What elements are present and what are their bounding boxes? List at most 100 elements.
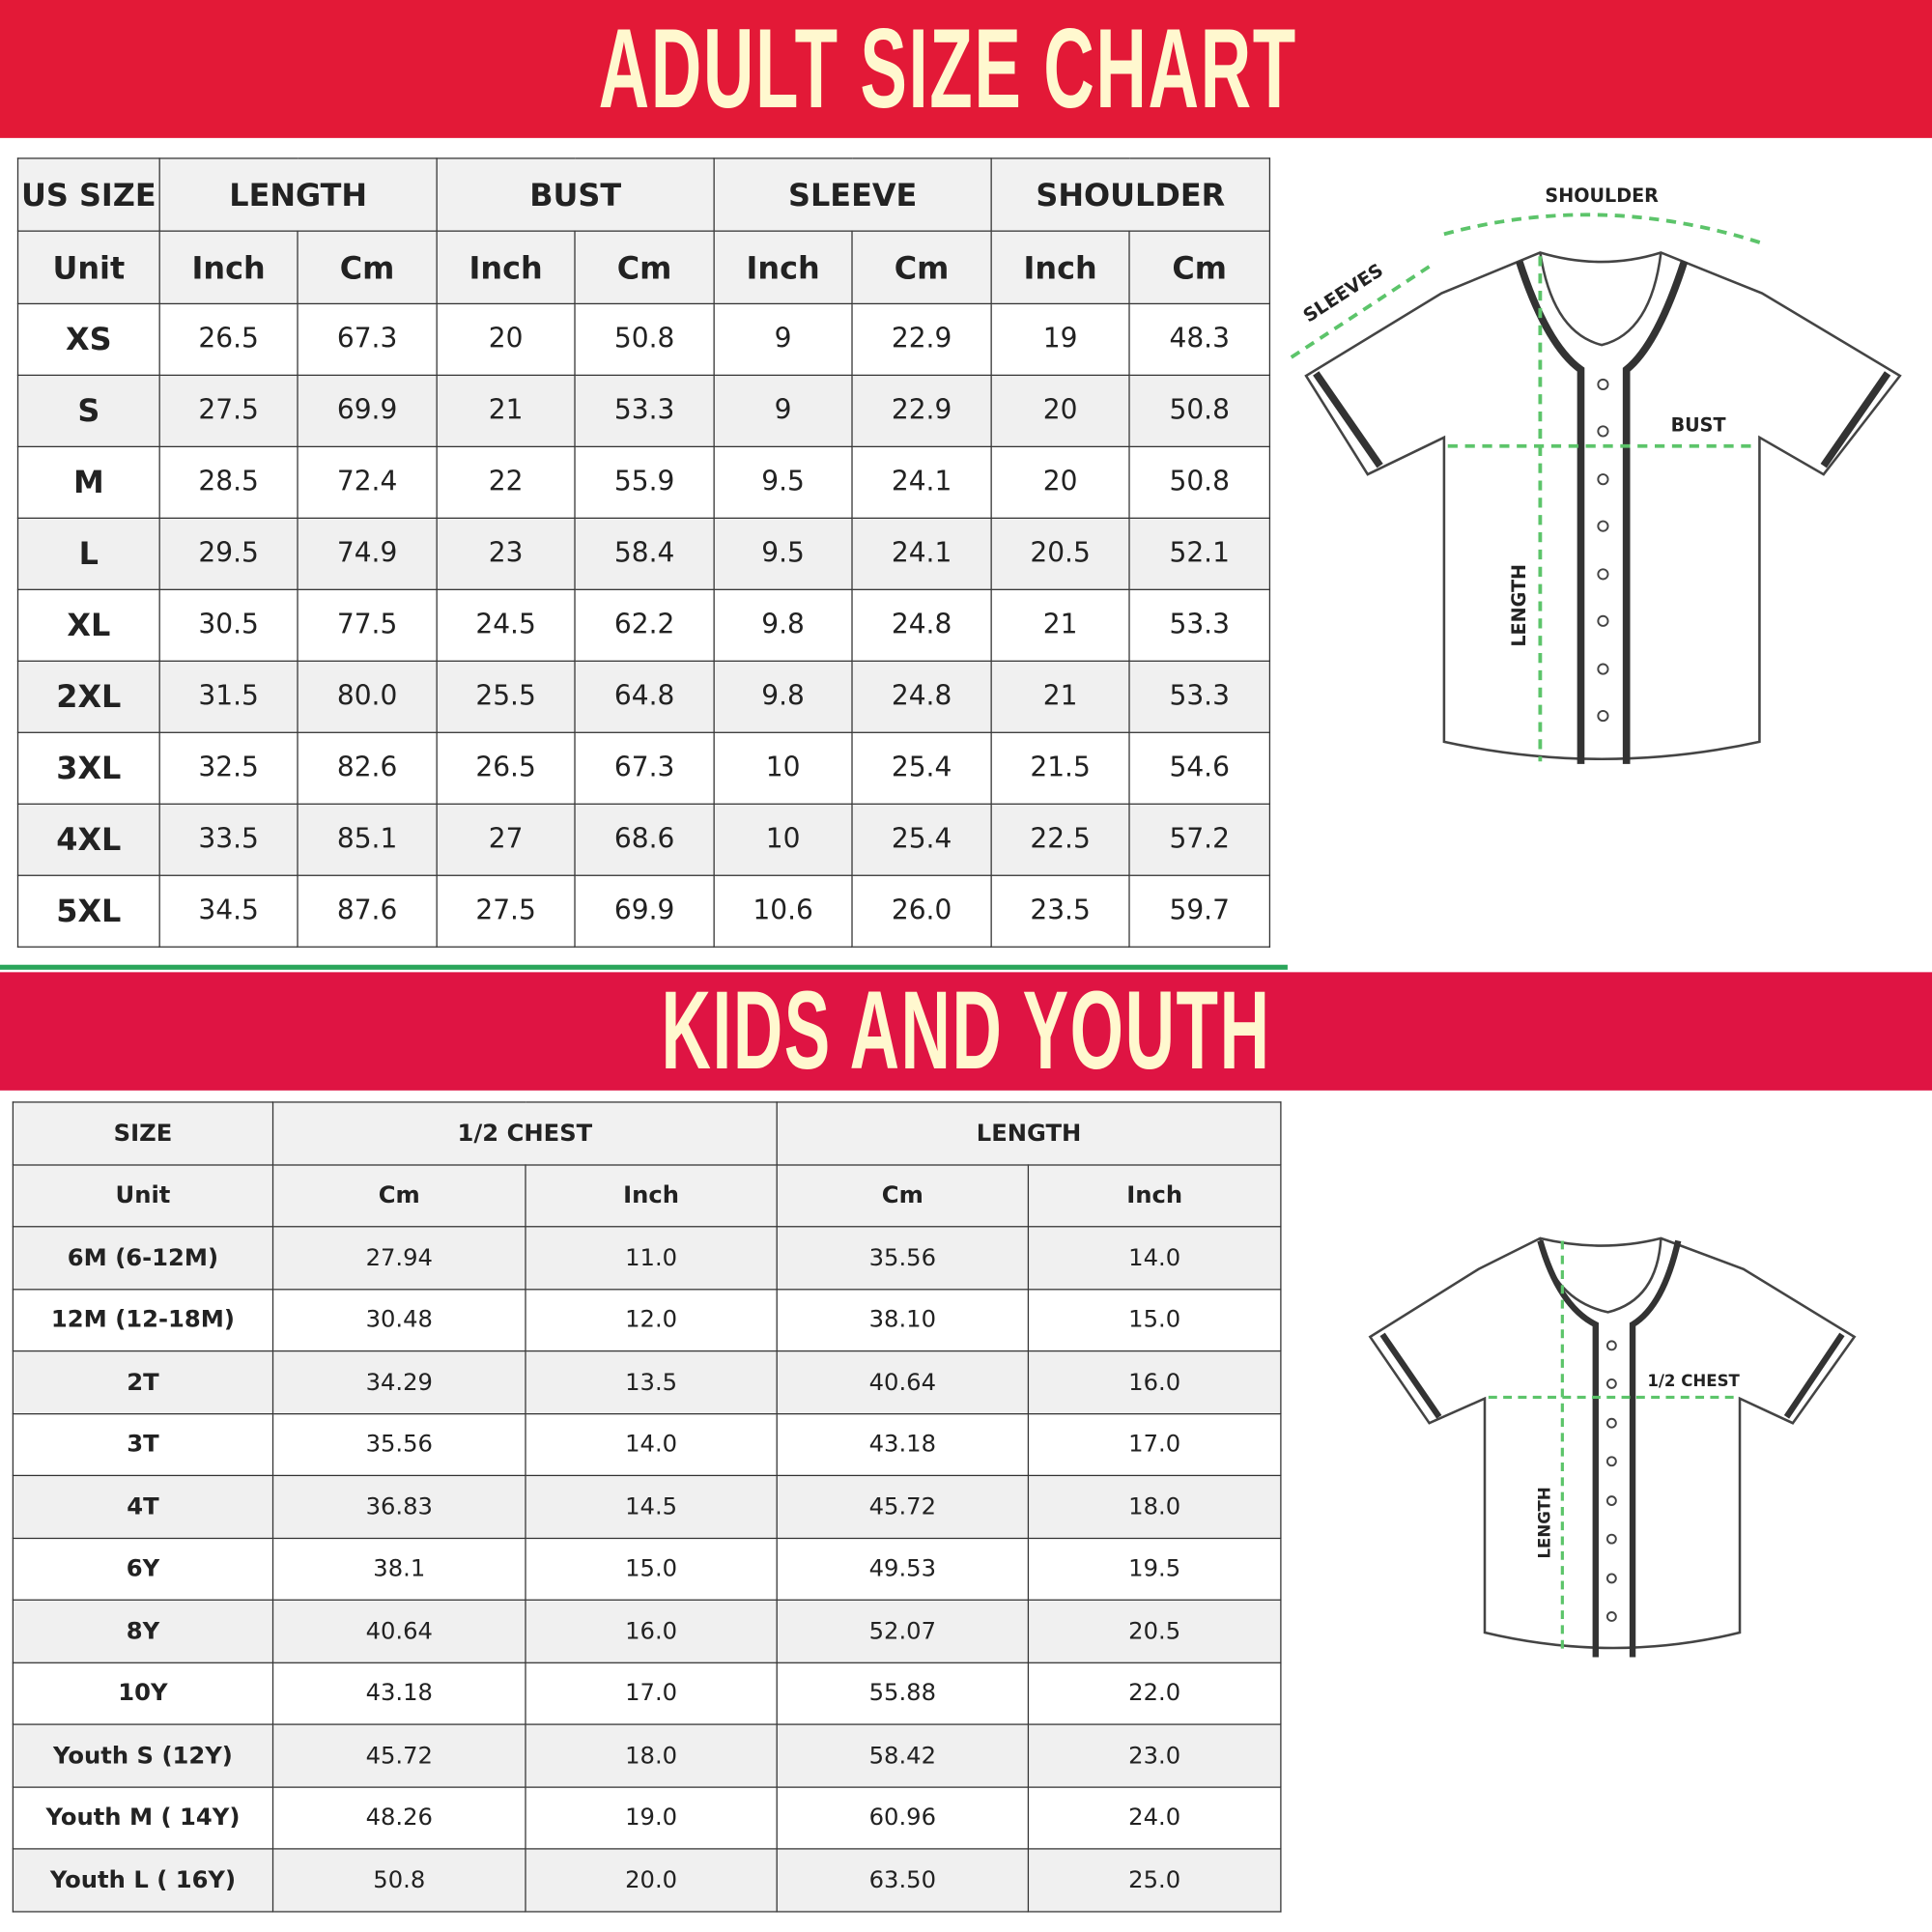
value-cell: 16.0 bbox=[1027, 1350, 1282, 1414]
value-cell: 27.5 bbox=[436, 874, 576, 948]
group-header: 1/2 CHEST bbox=[271, 1101, 778, 1165]
table-row: 2T 34.29 13.5 40.64 16.0 bbox=[12, 1350, 1282, 1414]
group-header: SHOULDER bbox=[990, 157, 1271, 232]
value-cell: 82.6 bbox=[297, 731, 438, 805]
value-cell: 25.0 bbox=[1027, 1848, 1282, 1912]
size-cell: 6Y bbox=[12, 1537, 274, 1601]
value-cell: 16.0 bbox=[525, 1599, 778, 1663]
unit-header: Inch bbox=[436, 230, 576, 305]
table-row: 8Y 40.64 16.0 52.07 20.5 bbox=[12, 1599, 1282, 1663]
size-cell: M bbox=[16, 445, 160, 519]
kids-jersey-diagram: 1/2 CHEST LENGTH bbox=[1368, 1236, 1857, 1658]
value-cell: 23 bbox=[436, 517, 576, 590]
value-cell: 14.0 bbox=[525, 1412, 778, 1477]
size-cell: Youth M ( 14Y) bbox=[12, 1785, 274, 1850]
value-cell: 13.5 bbox=[525, 1350, 778, 1414]
unit-header: Unit bbox=[16, 230, 160, 305]
shoulder-label: SHOULDER bbox=[1545, 185, 1659, 207]
value-cell: 87.6 bbox=[297, 874, 438, 948]
value-cell: 24.8 bbox=[851, 660, 992, 733]
size-cell: 6M (6-12M) bbox=[12, 1226, 274, 1290]
value-cell: 40.64 bbox=[776, 1350, 1030, 1414]
value-cell: 21 bbox=[990, 588, 1130, 662]
size-cell: 4XL bbox=[16, 803, 160, 876]
value-cell: 27 bbox=[436, 803, 576, 876]
size-cell: 3XL bbox=[16, 731, 160, 805]
table-row: 4T 36.83 14.5 45.72 18.0 bbox=[12, 1474, 1282, 1539]
group-header: SIZE bbox=[12, 1101, 274, 1165]
value-cell: 55.9 bbox=[574, 445, 715, 519]
value-cell: 69.9 bbox=[297, 374, 438, 448]
table-row: 6Y 38.1 15.0 49.53 19.5 bbox=[12, 1537, 1282, 1601]
value-cell: 9.8 bbox=[713, 588, 853, 662]
value-cell: 31.5 bbox=[158, 660, 298, 733]
value-cell: 23.5 bbox=[990, 874, 1130, 948]
value-cell: 74.9 bbox=[297, 517, 438, 590]
section-divider bbox=[0, 964, 1288, 970]
unit-header: Cm bbox=[574, 230, 715, 305]
table-row: XL 30.5 77.5 24.5 62.2 9.8 24.8 21 53.3 bbox=[16, 588, 1271, 662]
value-cell: 62.2 bbox=[574, 588, 715, 662]
unit-header: Cm bbox=[851, 230, 992, 305]
table-row: 12M (12-18M) 30.48 12.0 38.10 15.0 bbox=[12, 1288, 1282, 1352]
value-cell: 55.88 bbox=[776, 1662, 1030, 1725]
value-cell: 9.8 bbox=[713, 660, 853, 733]
group-header-row: SIZE 1/2 CHEST LENGTH bbox=[12, 1101, 1282, 1165]
unit-header: Inch bbox=[990, 230, 1130, 305]
value-cell: 58.4 bbox=[574, 517, 715, 590]
value-cell: 67.3 bbox=[574, 731, 715, 805]
table-row: M 28.5 72.4 22 55.9 9.5 24.1 20 50.8 bbox=[16, 445, 1271, 519]
value-cell: 27.94 bbox=[271, 1226, 526, 1290]
value-cell: 49.53 bbox=[776, 1537, 1030, 1601]
adult-size-table: US SIZE LENGTH BUST SLEEVE SHOULDER Unit Inch C… bbox=[16, 157, 1271, 948]
value-cell: 9 bbox=[713, 374, 853, 448]
size-cell: S bbox=[16, 374, 160, 448]
size-cell: XL bbox=[16, 588, 160, 662]
value-cell: 57.2 bbox=[1128, 803, 1271, 876]
value-cell: 35.56 bbox=[271, 1412, 526, 1477]
value-cell: 45.72 bbox=[271, 1723, 526, 1788]
value-cell: 24.5 bbox=[436, 588, 576, 662]
value-cell: 26.5 bbox=[158, 302, 298, 377]
value-cell: 50.8 bbox=[574, 302, 715, 377]
value-cell: 54.6 bbox=[1128, 731, 1271, 805]
value-cell: 63.50 bbox=[776, 1848, 1030, 1912]
value-cell: 45.72 bbox=[776, 1474, 1030, 1539]
unit-header: Inch bbox=[525, 1163, 778, 1228]
value-cell: 85.1 bbox=[297, 803, 438, 876]
value-cell: 30.48 bbox=[271, 1288, 526, 1352]
value-cell: 22 bbox=[436, 445, 576, 519]
value-cell: 30.5 bbox=[158, 588, 298, 662]
value-cell: 27.5 bbox=[158, 374, 298, 448]
kids-length-label: LENGTH bbox=[1536, 1487, 1554, 1558]
unit-header: Cm bbox=[297, 230, 438, 305]
value-cell: 25.4 bbox=[851, 803, 992, 876]
group-header: LENGTH bbox=[776, 1101, 1282, 1165]
value-cell: 34.5 bbox=[158, 874, 298, 948]
value-cell: 32.5 bbox=[158, 731, 298, 805]
unit-header: Cm bbox=[1128, 230, 1271, 305]
value-cell: 34.29 bbox=[271, 1350, 526, 1414]
value-cell: 9.5 bbox=[713, 517, 853, 590]
group-header: LENGTH bbox=[158, 157, 438, 232]
value-cell: 20 bbox=[990, 445, 1130, 519]
table-row: 2XL 31.5 80.0 25.5 64.8 9.8 24.8 21 53.3 bbox=[16, 660, 1271, 733]
unit-header-row: Unit Cm Inch Cm Inch bbox=[12, 1163, 1282, 1228]
value-cell: 38.10 bbox=[776, 1288, 1030, 1352]
size-cell: 3T bbox=[12, 1412, 274, 1477]
value-cell: 10.6 bbox=[713, 874, 853, 948]
value-cell: 18.0 bbox=[1027, 1474, 1282, 1539]
value-cell: 15.0 bbox=[1027, 1288, 1282, 1352]
value-cell: 20.5 bbox=[1027, 1599, 1282, 1663]
jersey-body bbox=[1304, 251, 1902, 760]
value-cell: 38.1 bbox=[271, 1537, 526, 1601]
value-cell: 11.0 bbox=[525, 1226, 778, 1290]
unit-header-row: Unit Inch Cm Inch Cm Inch Cm Inch Cm bbox=[16, 230, 1271, 305]
value-cell: 17.0 bbox=[525, 1662, 778, 1725]
value-cell: 40.64 bbox=[271, 1599, 526, 1663]
table-row: 6M (6-12M) 27.94 11.0 35.56 14.0 bbox=[12, 1226, 1282, 1290]
value-cell: 19.0 bbox=[525, 1785, 778, 1850]
adult-title: ADULT SIZE CHART bbox=[598, 5, 1297, 131]
kids-size-table: SIZE 1/2 CHEST LENGTH Unit Cm Inch Cm Inch 6M (6… bbox=[12, 1101, 1282, 1912]
